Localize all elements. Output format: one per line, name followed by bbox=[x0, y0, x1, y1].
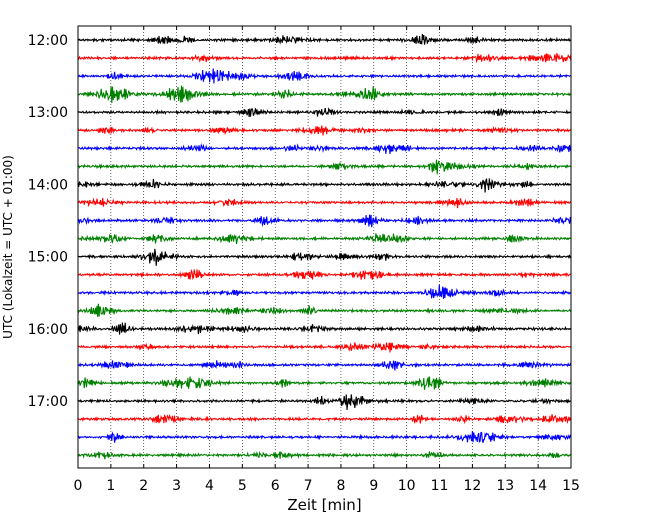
plot-frame bbox=[77, 25, 572, 469]
seismogram-trace bbox=[77, 68, 571, 84]
seismogram-trace bbox=[77, 322, 572, 335]
x-tick-label: 6 bbox=[271, 478, 280, 494]
y-axis-label: UTC (Lokalzeit = UTC + 01:00) bbox=[1, 155, 15, 339]
seismogram-trace bbox=[77, 53, 572, 64]
seismogram-trace bbox=[77, 33, 572, 45]
x-tick-label: 2 bbox=[139, 478, 148, 494]
x-tick-label: 10 bbox=[398, 478, 416, 494]
y-axis-ticks: 12:00 13:00 14:00 15:00 16:00 17:00 bbox=[28, 33, 571, 410]
seismogram-trace bbox=[77, 430, 572, 443]
trace-group bbox=[77, 33, 572, 460]
seismogram-trace bbox=[77, 214, 572, 228]
seismogram-trace bbox=[77, 85, 572, 104]
x-tick-label: 13 bbox=[496, 478, 514, 494]
y-tick-label: 12:00 bbox=[28, 33, 68, 49]
x-tick-label: 5 bbox=[238, 478, 247, 494]
seismogram-trace bbox=[77, 178, 572, 193]
x-tick-label: 3 bbox=[172, 478, 181, 494]
y-tick-label: 16:00 bbox=[28, 322, 68, 338]
seismogram-trace bbox=[77, 450, 572, 460]
x-tick-label: 11 bbox=[431, 478, 449, 494]
seismogram-trace bbox=[77, 376, 572, 390]
y-tick-label: 14:00 bbox=[28, 177, 68, 193]
x-axis-label: Zeit [min] bbox=[287, 496, 361, 514]
y-tick-label: 13:00 bbox=[28, 105, 68, 121]
seismogram-trace bbox=[77, 413, 572, 425]
y-tick-label: 17:00 bbox=[28, 394, 68, 410]
seismogram-trace bbox=[77, 268, 571, 281]
seismogram-trace bbox=[77, 284, 572, 299]
x-axis-ticks: 0 1 2 3 4 5 6 7 8 9 10 11 12 13 14 15 bbox=[74, 26, 580, 494]
x-tick-label: 14 bbox=[529, 478, 547, 494]
x-tick-label: 4 bbox=[205, 478, 214, 494]
seismogram-trace bbox=[77, 342, 572, 353]
seismogram-trace bbox=[77, 360, 572, 371]
seismogram-trace bbox=[77, 107, 572, 117]
y-tick-label: 15:00 bbox=[28, 250, 68, 266]
seismogram-trace bbox=[77, 159, 572, 175]
x-tick-label: 7 bbox=[304, 478, 313, 494]
seismogram-trace bbox=[77, 394, 572, 410]
seismogram-trace bbox=[77, 143, 572, 154]
seismogram-trace bbox=[77, 197, 572, 209]
x-tick-label: 12 bbox=[463, 478, 481, 494]
seismogram-trace bbox=[77, 248, 572, 266]
plot-background bbox=[78, 26, 571, 468]
seismogram-trace bbox=[77, 125, 572, 136]
seismogram-trace bbox=[77, 303, 572, 317]
x-tick-label: 8 bbox=[336, 478, 345, 494]
x-tick-label: 0 bbox=[74, 478, 83, 494]
x-tick-label: 15 bbox=[562, 478, 580, 494]
x-tick-label: 9 bbox=[369, 478, 378, 494]
seismogram-trace bbox=[77, 233, 572, 245]
x-tick-label: 1 bbox=[106, 478, 115, 494]
